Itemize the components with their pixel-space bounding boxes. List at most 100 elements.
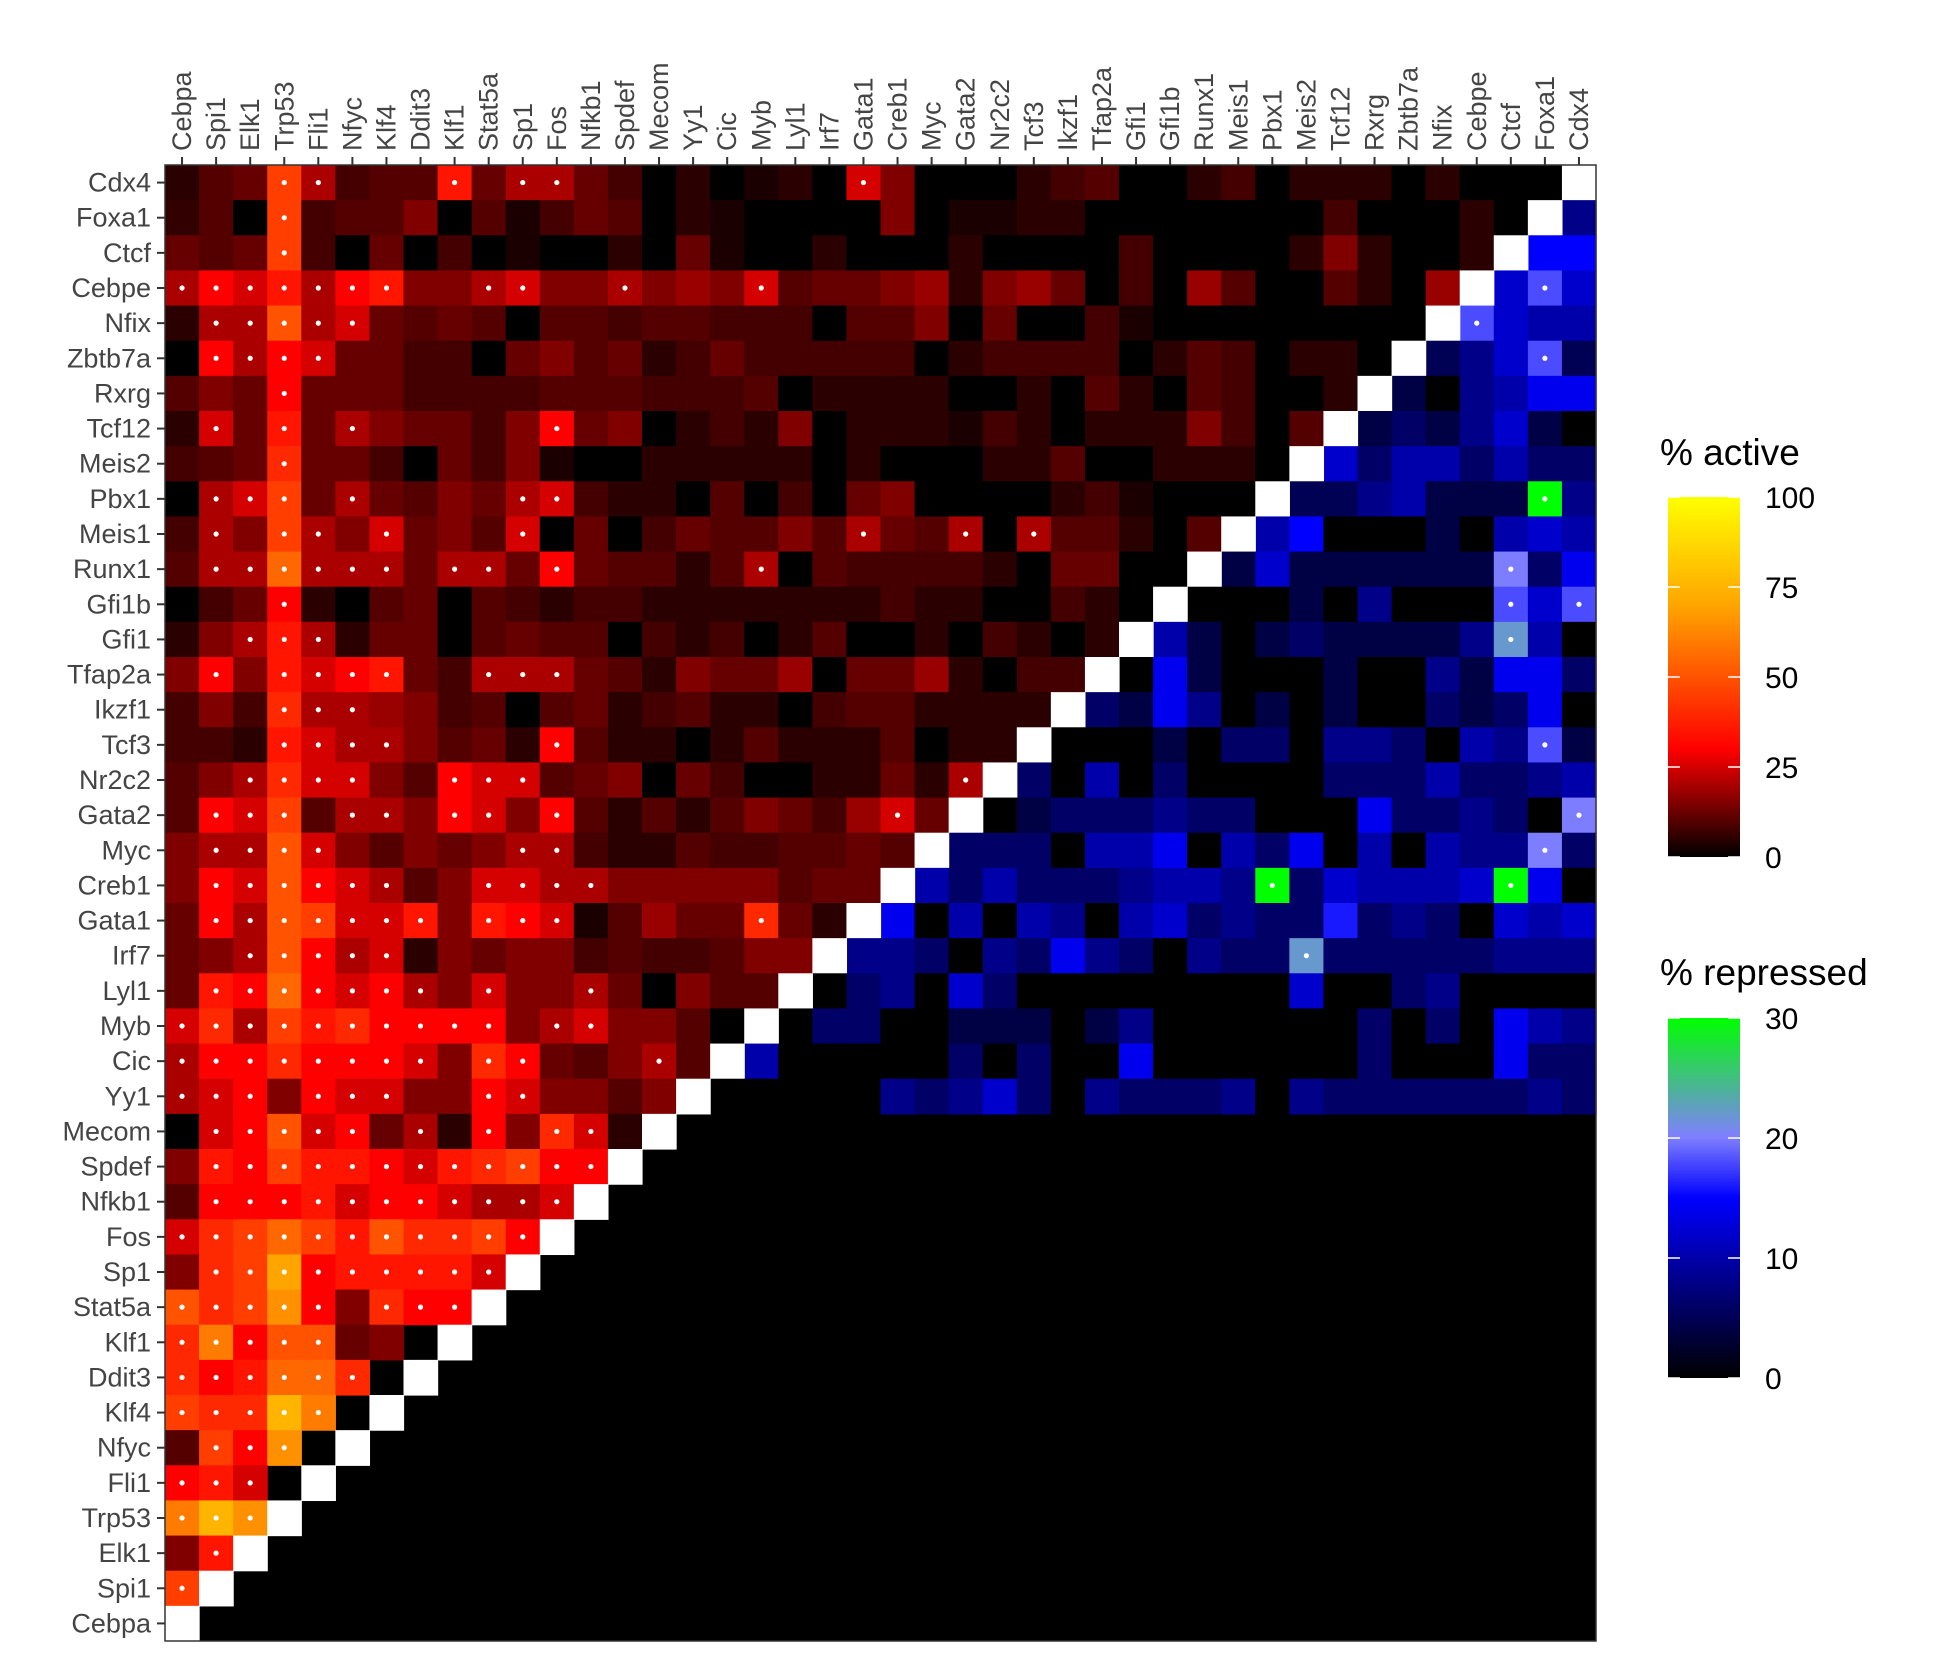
repressed-cell xyxy=(1187,903,1222,939)
active-cell xyxy=(948,235,984,272)
significance-dot xyxy=(179,1304,185,1310)
diagonal-cell xyxy=(1016,727,1052,764)
active-cell xyxy=(982,657,1018,693)
significance-dot xyxy=(860,531,867,537)
active-cell xyxy=(1050,200,1086,236)
active-cell xyxy=(982,727,1018,764)
significance-dot xyxy=(554,1023,560,1029)
significance-dot xyxy=(349,1093,355,1099)
diagonal-cell xyxy=(403,1359,439,1396)
significance-dot xyxy=(417,1269,424,1275)
diagonal-cell xyxy=(1084,657,1120,693)
significance-dot xyxy=(452,812,458,818)
active-cell xyxy=(948,481,984,518)
diagonal-cell xyxy=(1425,305,1461,342)
x-tick-label: Gfi1b xyxy=(1155,86,1185,151)
active-cell xyxy=(471,305,507,342)
active-cell xyxy=(1119,446,1154,482)
repressed-cell xyxy=(846,1078,882,1115)
significance-dot xyxy=(383,1093,390,1099)
repressed-cell xyxy=(846,973,882,1010)
significance-dot xyxy=(247,1093,253,1099)
active-cell xyxy=(710,762,745,799)
x-tick-label: Lyl1 xyxy=(780,102,810,151)
active-cell xyxy=(1391,235,1427,272)
repressed-cell xyxy=(1084,1008,1120,1045)
active-cell xyxy=(233,657,268,693)
repressed-cell xyxy=(1459,832,1495,869)
significance-dot xyxy=(452,179,458,186)
active-cell xyxy=(1119,200,1154,236)
repressed-cell xyxy=(1289,973,1325,1010)
active-cell xyxy=(846,200,882,236)
active-cell xyxy=(846,375,882,412)
active-cell xyxy=(1084,411,1120,447)
repressed-cell xyxy=(1016,1008,1052,1045)
repressed-cell xyxy=(1459,973,1495,1010)
x-tick-label: Nfix xyxy=(1428,104,1458,151)
active-cell xyxy=(1153,200,1188,236)
significance-dot xyxy=(588,1023,594,1029)
x-tick-label: Tfap2a xyxy=(1087,66,1117,151)
active-cell xyxy=(403,621,439,658)
repressed-cell xyxy=(1527,516,1563,553)
active-cell xyxy=(335,621,371,658)
significance-dot xyxy=(349,320,355,326)
significance-dot xyxy=(213,285,219,291)
legend-tick-label: 0 xyxy=(1765,842,1782,875)
active-cell xyxy=(642,446,677,482)
y-tick-label: Stat5a xyxy=(73,1292,152,1322)
repressed-cell xyxy=(1050,1043,1086,1080)
significance-dot xyxy=(417,1058,424,1064)
repressed-cell xyxy=(1221,621,1256,658)
active-cell xyxy=(539,446,575,482)
significance-dot xyxy=(1542,496,1548,502)
significance-dot xyxy=(349,742,355,748)
significance-dot xyxy=(554,496,560,502)
repressed-cell xyxy=(846,1008,882,1045)
repressed-cell xyxy=(1493,1078,1529,1115)
active-cell xyxy=(1119,481,1154,518)
significance-dot xyxy=(213,1550,219,1556)
significance-dot xyxy=(383,953,390,959)
significance-dot xyxy=(315,882,321,889)
active-cell xyxy=(369,165,405,201)
significance-dot xyxy=(417,1163,424,1170)
legend-tick-label: 75 xyxy=(1765,572,1798,605)
repressed-cell xyxy=(1357,516,1393,553)
significance-dot xyxy=(1508,636,1514,643)
significance-dot xyxy=(554,671,560,678)
active-cell xyxy=(233,411,268,447)
significance-dot xyxy=(520,1234,526,1240)
diagonal-cell xyxy=(1561,165,1597,201)
active-cell xyxy=(948,446,984,482)
active-cell xyxy=(165,375,200,412)
significance-dot xyxy=(213,988,219,994)
active-cell xyxy=(676,481,711,518)
significance-dot xyxy=(281,1234,287,1240)
active-cell xyxy=(676,797,711,834)
repressed-cell xyxy=(1527,305,1563,342)
active-cell xyxy=(744,446,779,482)
diagonal-cell xyxy=(676,1078,711,1115)
diagonal-cell xyxy=(301,1465,336,1502)
active-cell xyxy=(914,340,950,377)
active-cell xyxy=(505,235,541,272)
active-cell xyxy=(642,692,677,728)
active-cell xyxy=(846,235,882,272)
active-cell xyxy=(505,586,541,623)
active-cell xyxy=(642,516,677,553)
active-cell xyxy=(573,938,609,974)
active-cell xyxy=(1016,551,1052,588)
y-tick-label: Myb xyxy=(100,1011,151,1041)
active-cell xyxy=(880,657,916,693)
active-cell xyxy=(165,516,200,553)
repressed-cell xyxy=(1357,1008,1393,1045)
significance-dot xyxy=(758,566,764,572)
repressed-cell xyxy=(1323,1078,1359,1115)
repressed-cell xyxy=(1255,1008,1290,1045)
active-cell xyxy=(437,832,473,869)
active-cell xyxy=(505,1008,541,1045)
significance-dot xyxy=(281,777,287,783)
x-tick-label: Cdx4 xyxy=(1564,88,1594,151)
